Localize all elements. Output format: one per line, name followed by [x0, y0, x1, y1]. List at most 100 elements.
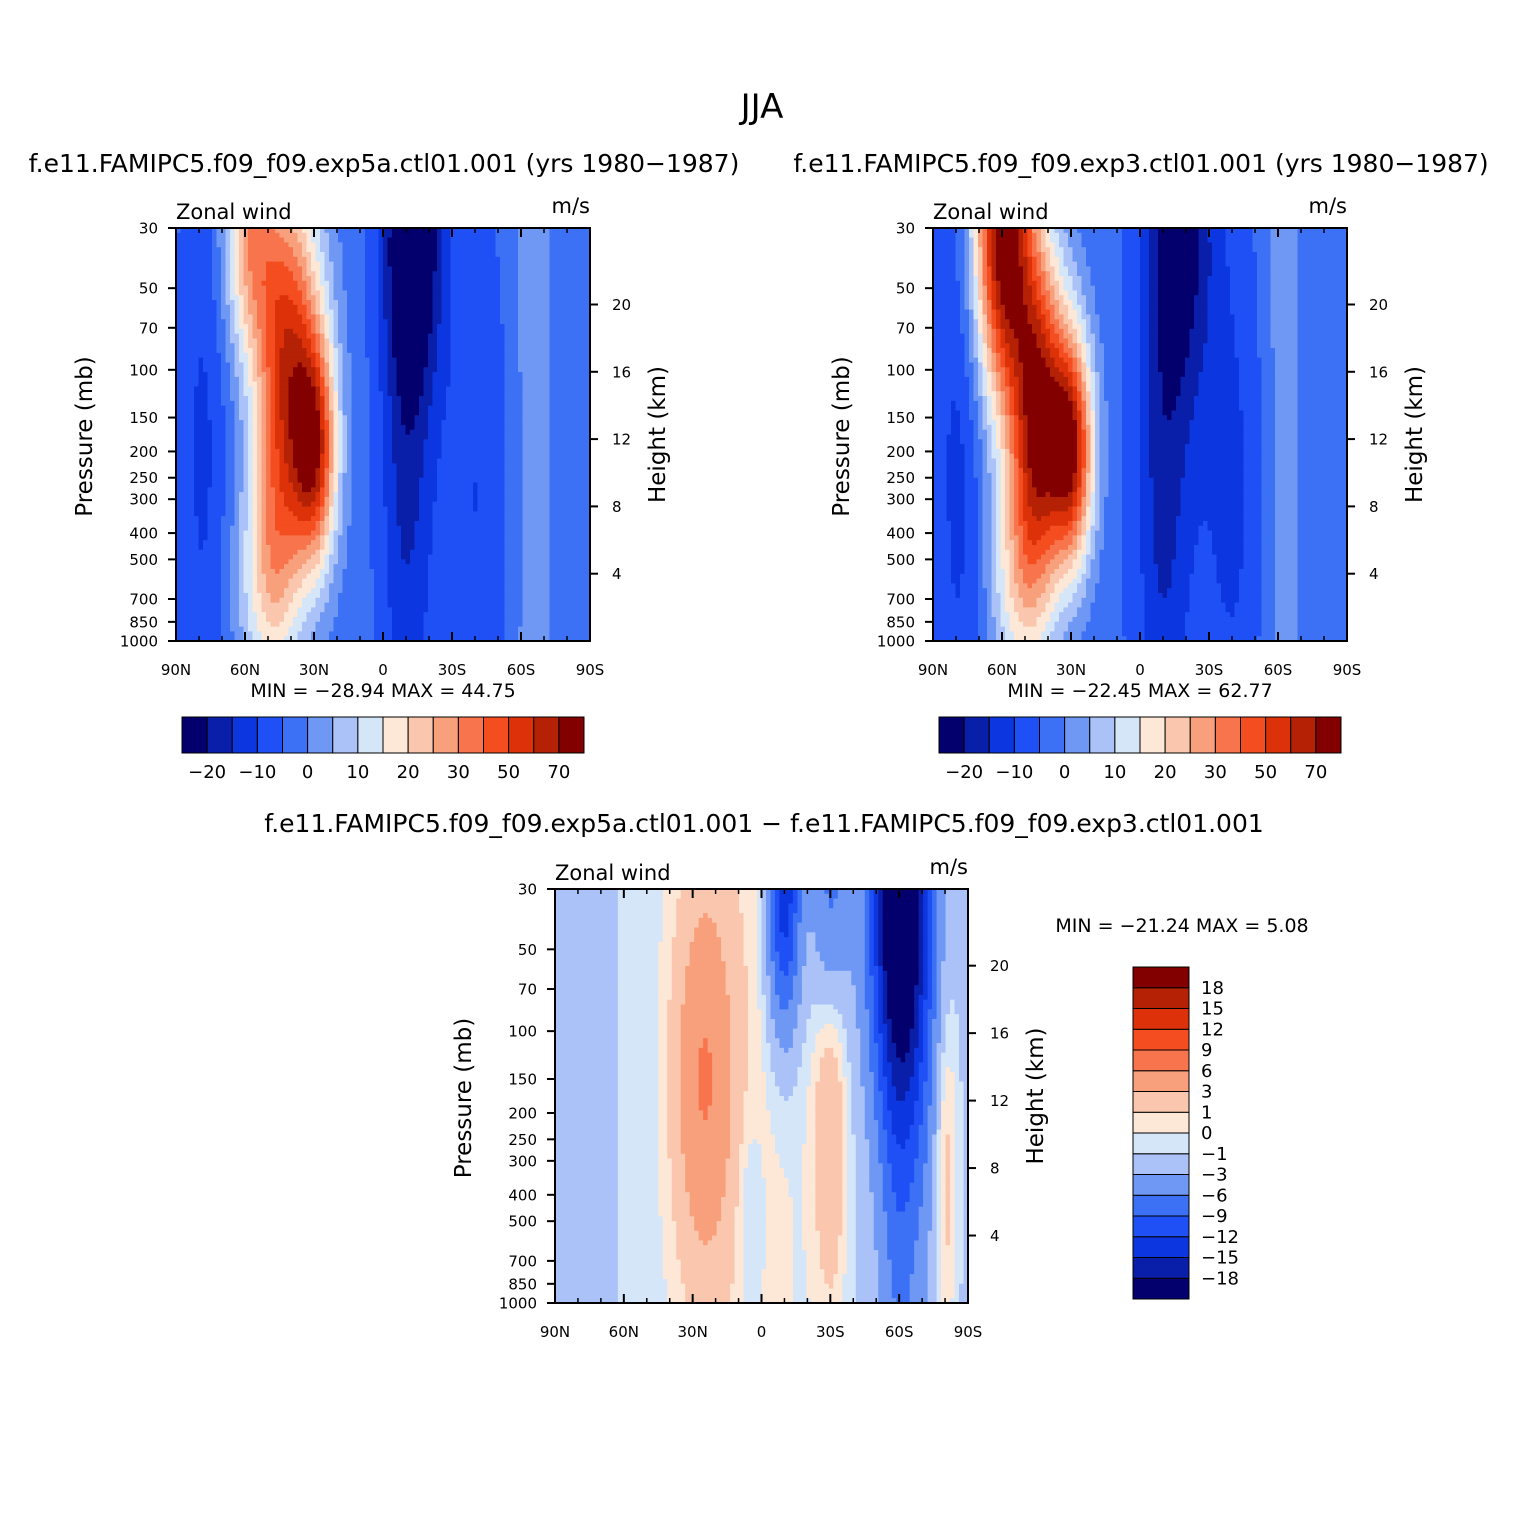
contour-cell — [549, 424, 591, 431]
contour-cell — [198, 520, 209, 527]
contour-cell — [1036, 242, 1042, 248]
contour-cell — [1050, 597, 1060, 604]
contour-cell — [978, 328, 984, 335]
contour-cell — [1005, 405, 1011, 412]
contour-cell — [315, 362, 321, 368]
contour-cell — [306, 266, 312, 272]
contour-cell — [1297, 592, 1348, 599]
contour-cell — [933, 439, 948, 445]
contour-cell — [1297, 492, 1348, 498]
contour-cell — [960, 328, 970, 335]
contour-cell — [1297, 544, 1348, 551]
contour-cell — [230, 396, 240, 402]
contour-cell — [270, 559, 290, 565]
contour-cell — [230, 290, 236, 296]
contour-cell — [432, 501, 474, 508]
contour-cell — [270, 424, 276, 431]
contour-cell — [964, 487, 979, 493]
contour-cell — [176, 232, 213, 239]
contour-cell — [522, 592, 551, 599]
contour-cell — [1081, 429, 1087, 436]
contour-cell — [1077, 405, 1083, 412]
contour-cell — [946, 511, 966, 517]
contour-cell — [1045, 266, 1056, 272]
contour-cell — [982, 343, 988, 349]
contour-cell — [1225, 607, 1236, 613]
contour-cell — [991, 424, 997, 431]
contour-cell — [378, 237, 384, 243]
contour-cell — [225, 343, 236, 349]
contour-cell — [518, 328, 551, 335]
contour-cell — [212, 247, 222, 253]
contour-cell — [964, 242, 970, 248]
contour-cell — [473, 496, 479, 503]
contour-cell — [234, 468, 245, 474]
contour-cell — [450, 367, 506, 373]
contour-cell — [1122, 309, 1141, 316]
contour-cell — [428, 583, 506, 589]
contour-cell — [1140, 256, 1150, 263]
contour-cell — [266, 482, 272, 488]
contour-cell — [1081, 280, 1092, 287]
contour-cell — [387, 237, 438, 243]
contour-cell — [239, 261, 245, 268]
contour-cell — [1140, 295, 1150, 301]
contour-cell — [1000, 487, 1006, 493]
contour-cell — [1140, 492, 1155, 498]
contour-cell — [207, 410, 227, 416]
contour-cell — [221, 544, 231, 551]
contour-cell — [1122, 588, 1146, 594]
contour-cell — [342, 420, 348, 426]
contour-cell — [1243, 564, 1263, 570]
x-tick-label: 90N — [161, 661, 191, 679]
contour-cell — [270, 592, 285, 599]
contour-cell — [1009, 324, 1033, 330]
contour-cell — [239, 285, 249, 292]
contour-cell — [1063, 607, 1078, 613]
contour-cell — [414, 535, 434, 541]
contour-cell — [450, 372, 506, 378]
contour-cell — [1032, 252, 1042, 258]
contour-cell — [437, 256, 443, 263]
contour-cell — [1149, 357, 1159, 364]
contour-cell — [978, 549, 984, 556]
contour-cell — [329, 597, 339, 604]
contour-cell — [1000, 477, 1006, 484]
contour-cell — [1086, 376, 1092, 383]
contour-cell — [293, 511, 317, 517]
contour-cell — [973, 396, 984, 402]
contour-cell — [987, 448, 993, 455]
contour-cell — [1261, 549, 1276, 556]
contour-cell — [1014, 424, 1020, 431]
contour-cell — [1000, 468, 1006, 474]
contour-cell — [1140, 386, 1150, 392]
contour-cell — [1023, 477, 1029, 484]
contour-cell — [261, 362, 267, 368]
contour-cell — [996, 501, 1002, 508]
contour-cell — [432, 376, 452, 383]
contour-cell — [279, 295, 290, 301]
contour-cell — [1234, 612, 1263, 618]
contour-cell — [432, 540, 506, 546]
contour-cell — [1194, 309, 1209, 316]
contour-cell — [955, 252, 966, 258]
contour-cell — [964, 501, 979, 508]
contour-cell — [1009, 458, 1015, 464]
contour-cell — [1275, 520, 1299, 527]
contour-cell — [248, 324, 254, 330]
contour-cell — [311, 309, 317, 316]
contour-cell — [329, 588, 344, 594]
contour-cell — [428, 420, 443, 426]
contour-cell — [248, 626, 258, 632]
contour-cell — [1144, 612, 1186, 618]
contour-cell — [1158, 256, 1200, 263]
contour-cell — [1261, 501, 1276, 508]
contour-cell — [315, 300, 321, 306]
contour-cell — [1221, 583, 1240, 589]
contour-cell — [338, 300, 348, 306]
contour-cell — [1180, 386, 1200, 392]
contour-cell — [933, 391, 970, 397]
contour-cell — [978, 492, 984, 498]
contour-cell — [428, 338, 438, 344]
contour-cell — [212, 261, 222, 268]
